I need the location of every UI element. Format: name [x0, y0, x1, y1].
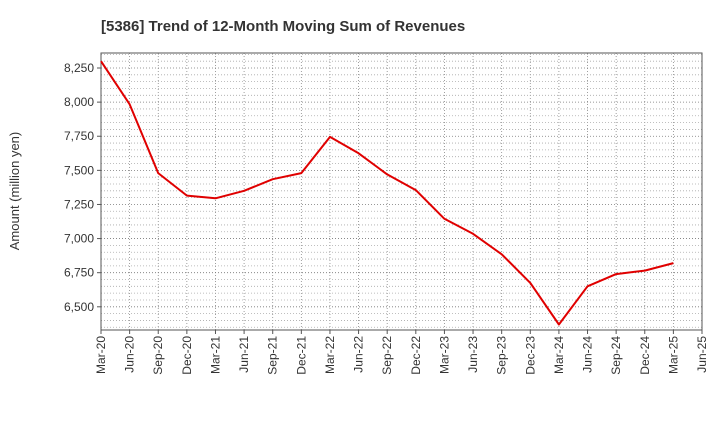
x-tick-label: Dec-24 [638, 336, 652, 375]
x-tick-label: Sep-24 [609, 336, 623, 375]
x-tick-label: Mar-23 [437, 336, 451, 374]
y-axis-label: Amount (million yen) [7, 132, 22, 251]
y-tick-label: 8,250 [64, 61, 94, 75]
x-tick-label: Dec-21 [294, 336, 308, 375]
x-tick-label: Sep-22 [380, 336, 394, 375]
y-tick-label: 6,500 [64, 300, 94, 314]
y-tick-label: 6,750 [64, 266, 94, 280]
x-tick-label: Jun-24 [581, 336, 595, 373]
x-tick-label: Dec-23 [523, 336, 537, 375]
x-tick-label: Mar-24 [552, 336, 566, 374]
x-tick-label: Sep-23 [495, 336, 509, 375]
x-tick-label: Mar-20 [94, 336, 108, 374]
x-axis-ticks: Mar-20 Jun-20 Sep-20 Dec-20 Mar-21 Jun-21 Sep-… [94, 330, 709, 375]
x-tick-label: Sep-21 [266, 336, 280, 375]
y-tick-label: 7,500 [64, 163, 94, 177]
y-axis-ticks: 6,500 6,750 7,000 7,250 7,500 7,750 8,000 8,250 [64, 61, 101, 314]
chart-title: [5386] Trend of 12-Month Moving Sum of R… [101, 18, 465, 35]
x-tick-label: Sep-20 [151, 336, 165, 375]
y-tick-label: 7,250 [64, 197, 94, 211]
grid-lines [101, 53, 702, 330]
plot-area [100, 52, 703, 331]
series-lines [100, 60, 674, 326]
x-tick-label: Jun-22 [352, 336, 366, 373]
x-tick-label: Jun-25 [695, 336, 709, 373]
x-tick-label: Jun-21 [237, 336, 251, 373]
x-tick-label: Dec-22 [409, 336, 423, 375]
x-tick-label: Mar-21 [208, 336, 222, 374]
x-tick-label: Jun-23 [466, 336, 480, 373]
y-tick-label: 7,750 [64, 129, 94, 143]
y-tick-label: 7,000 [64, 232, 94, 246]
x-tick-label: Jun-20 [123, 336, 137, 373]
series-line [100, 60, 674, 326]
x-tick-label: Dec-20 [180, 336, 194, 375]
x-tick-label: Mar-22 [323, 336, 337, 374]
y-tick-label: 8,000 [64, 95, 94, 109]
x-tick-label: Mar-25 [666, 336, 680, 374]
